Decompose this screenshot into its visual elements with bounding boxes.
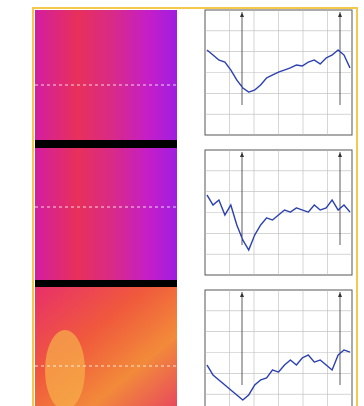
profile-curve	[206, 349, 351, 401]
arrow-head	[338, 292, 342, 297]
arrow-head	[338, 12, 342, 17]
separator	[35, 280, 177, 287]
thermal-image	[35, 148, 177, 280]
profile-curve	[206, 49, 351, 93]
thermal-image	[35, 10, 177, 140]
separator	[35, 140, 177, 148]
arrow-head	[338, 152, 342, 157]
arrow-head	[240, 292, 244, 297]
arrow-head	[240, 152, 244, 157]
hot-spot	[45, 330, 85, 406]
profile-curve	[206, 194, 351, 252]
arrow-head	[240, 12, 244, 17]
frame	[32, 7, 358, 406]
